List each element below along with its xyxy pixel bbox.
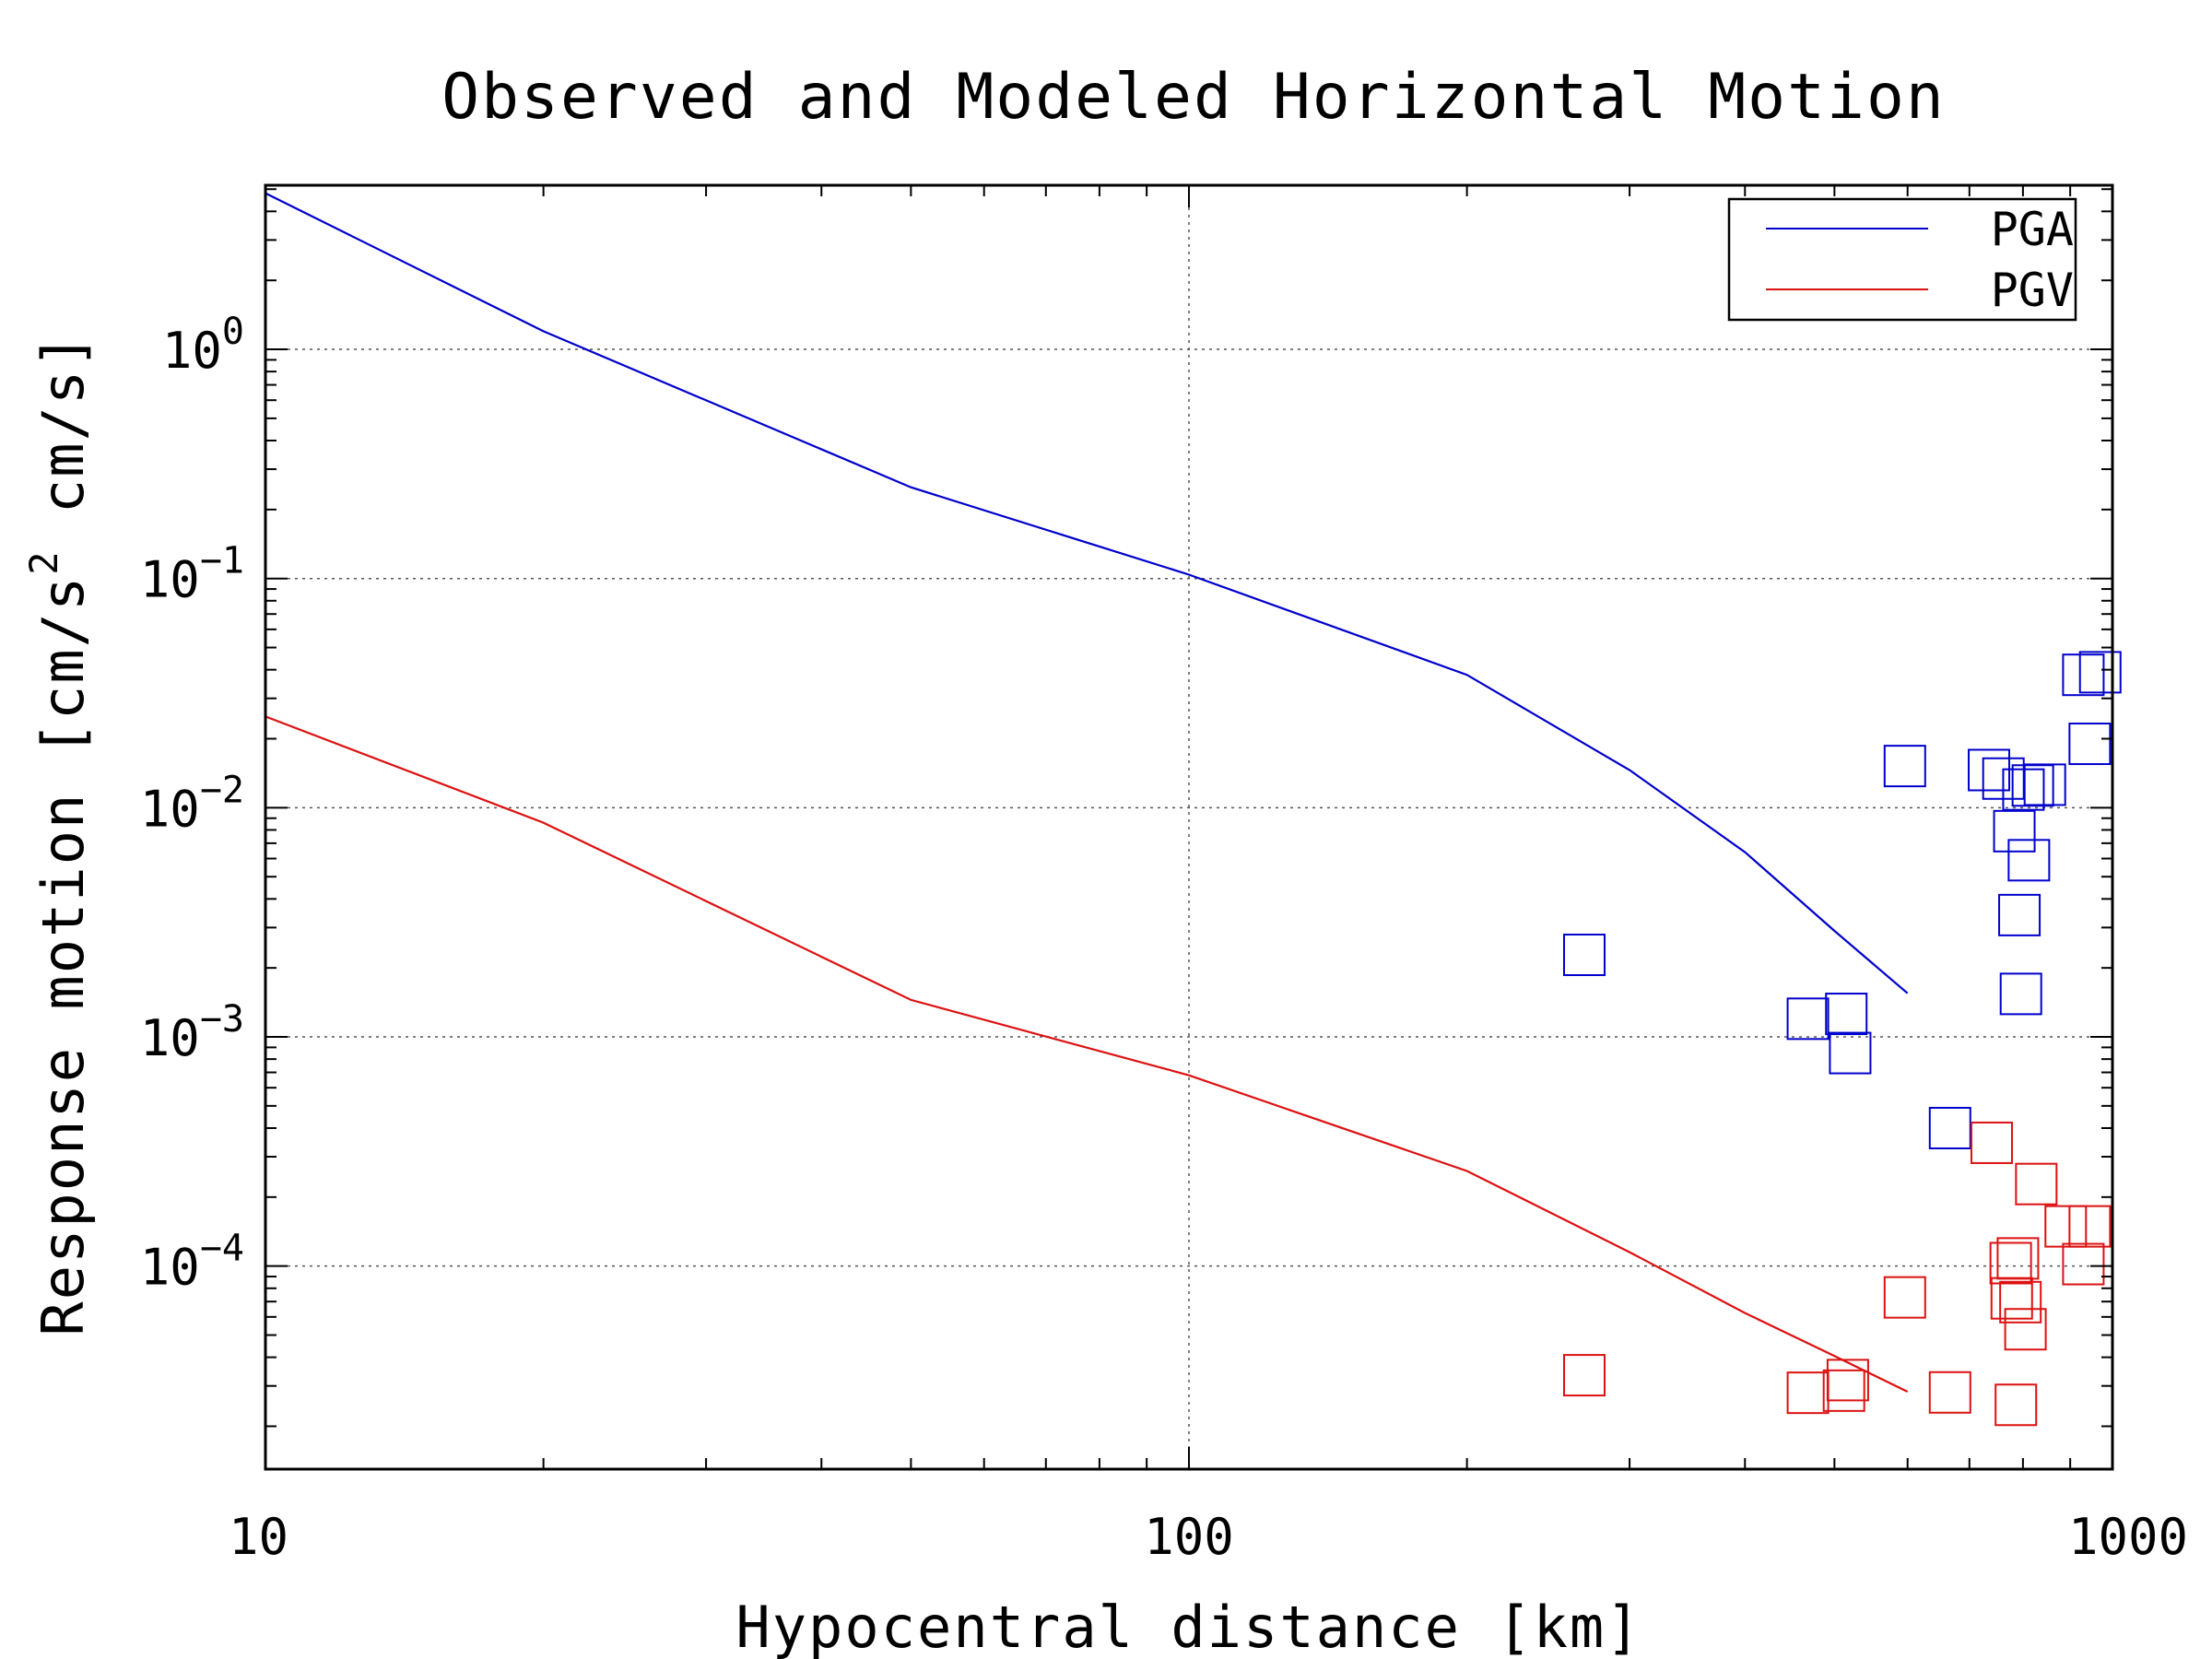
observed-point-pga [2078, 651, 2122, 694]
observed-point-pga [1999, 972, 2042, 1016]
y-tick-label-exponent: −3 [200, 998, 244, 1041]
observed-point-pgv [2015, 1162, 2058, 1206]
observed-point-pgv [1994, 1383, 2038, 1427]
y-tick-label-base: 10 [140, 780, 200, 838]
y-tick-label-exponent: −1 [200, 540, 244, 582]
observed-point-pgv [1822, 1369, 1865, 1412]
x-tick-label: 10 [229, 1508, 288, 1566]
y-tick-label-base: 10 [140, 1009, 200, 1067]
y-tick-label-base: 10 [140, 1239, 200, 1297]
observed-point-pgv [2044, 1205, 2088, 1248]
model-lines [265, 192, 1909, 1393]
observed-point-pga [1829, 1031, 1872, 1075]
y-tick-label: 10−4 [140, 1228, 244, 1297]
observed-point-pga [1883, 745, 1926, 788]
x-tick-label: 100 [1144, 1508, 1234, 1566]
y-tick-label: 10−2 [140, 769, 244, 838]
x-axis-label: Hypocentral distance [km] [735, 1594, 1641, 1659]
observed-point-pga [2062, 653, 2105, 697]
observed-point-pgv [1970, 1121, 2013, 1164]
y-axis-label-prefix: Response motion [cm/s [29, 575, 97, 1336]
observed-point-pgv [1928, 1371, 1971, 1414]
observed-point-pgv [1883, 1276, 1926, 1319]
axis-ticks [265, 185, 2112, 1469]
observed-point-pgv [2068, 1205, 2112, 1248]
observed-point-pga [1562, 934, 1606, 977]
observed-point-pga [2002, 768, 2045, 811]
y-tick-label: 10−1 [140, 540, 244, 609]
observed-point-pgv [1996, 1237, 2040, 1280]
observed-point-pga [1825, 993, 1868, 1036]
observed-point-pga [1993, 809, 2036, 853]
x-tick-label: 1000 [2068, 1508, 2188, 1566]
legend-label-pgv: PGV [1991, 264, 2074, 317]
observed-point-pgv [2062, 1242, 2105, 1286]
legend: PGA PGV [1727, 197, 2077, 322]
observed-point-pga [1928, 1106, 1971, 1149]
observed-point-pgv [2004, 1308, 2047, 1351]
legend-box [1727, 197, 2077, 322]
observed-point-pga [2023, 763, 2066, 806]
model-line-pga [265, 192, 1909, 994]
y-tick-label-exponent: −4 [200, 1228, 244, 1270]
observed-point-pga [1786, 997, 1830, 1041]
grid [265, 185, 2112, 1469]
y-tick-label-base: 10 [140, 551, 200, 609]
y-tick-label: 10−3 [140, 998, 244, 1067]
observed-point-pga [2007, 839, 2051, 882]
observed-point-pgv [1989, 1241, 2032, 1285]
observed-point-pga [1998, 893, 2041, 936]
observed-point-pga [2068, 723, 2112, 766]
y-tick-label: 100 [162, 311, 244, 380]
chart-title: Observed and Modeled Horizontal Motion [441, 61, 1946, 134]
y-axis-label-suffix: cm/s] [29, 332, 97, 549]
legend-label-pga: PGA [1991, 203, 2074, 256]
x-tick-labels: 10 100 1000 [229, 1508, 2188, 1566]
observed-point-pgv [1999, 1280, 2042, 1324]
y-tick-label-exponent: −2 [200, 769, 244, 811]
observed-points [1562, 651, 2122, 1427]
y-tick-label-base: 10 [162, 322, 222, 380]
y-axis-label-superscript: 2 [21, 549, 66, 574]
y-axis-label: Response motion [cm/s2 cm/s] [21, 332, 97, 1335]
observed-point-pgv [1562, 1354, 1606, 1397]
observed-point-pgv [1826, 1359, 1869, 1402]
model-line-pgv [265, 715, 1909, 1393]
y-tick-label-exponent: 0 [222, 311, 244, 353]
